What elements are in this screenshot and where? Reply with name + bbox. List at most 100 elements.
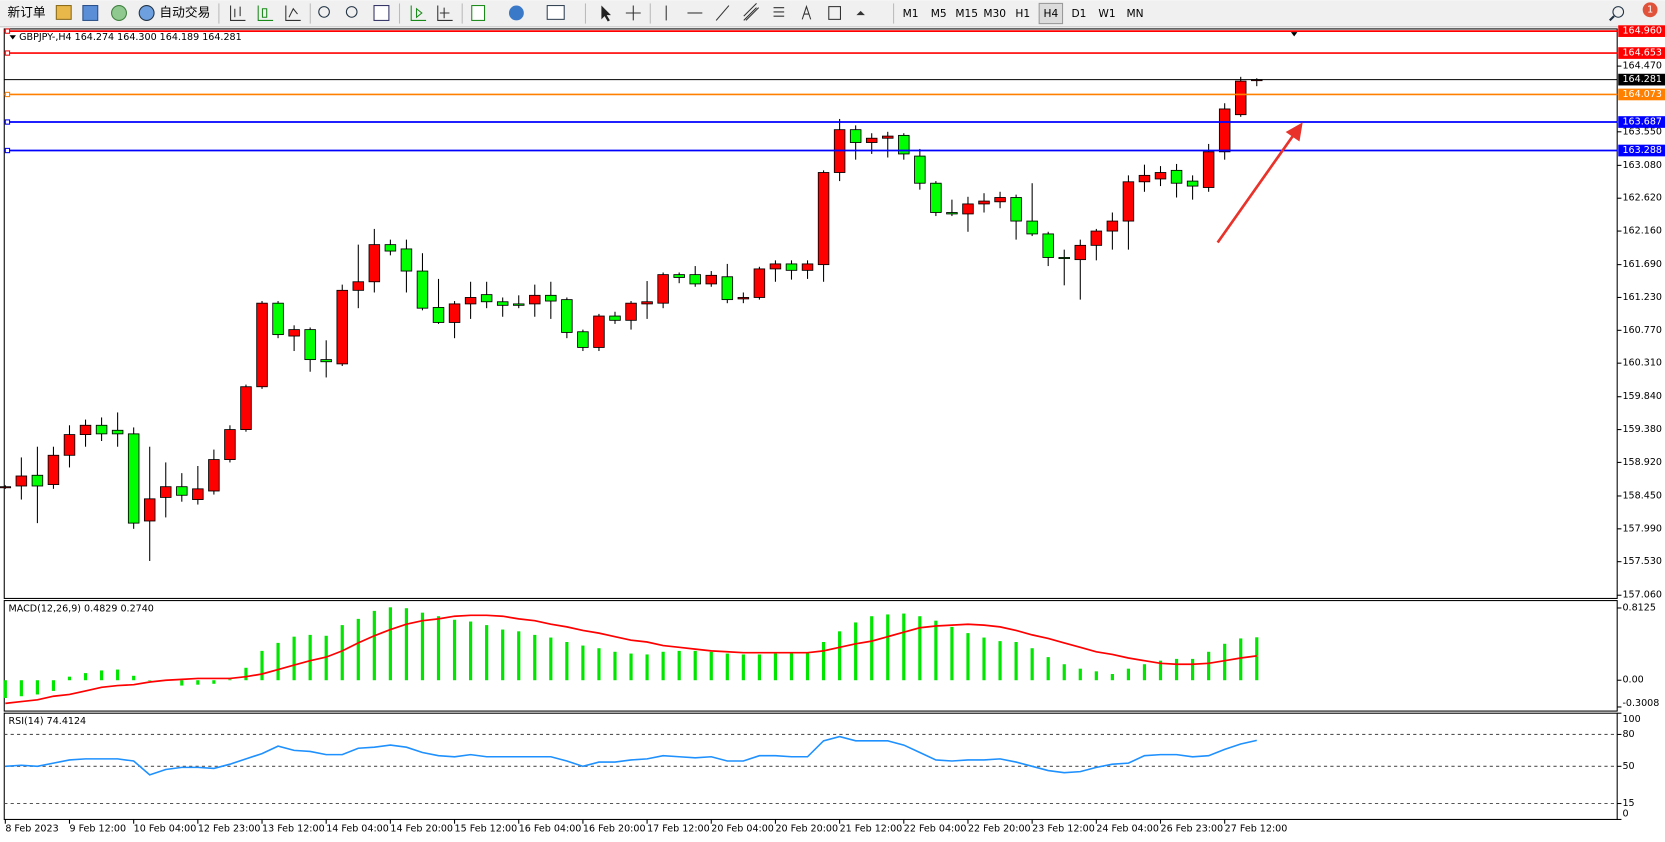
icon[interactable]: [55, 5, 72, 20]
new-order-button[interactable]: 新订单: [7, 4, 45, 20]
icon[interactable]: [345, 6, 358, 18]
macd-bar: [1078, 668, 1082, 681]
candle-body: [882, 135, 894, 139]
icon[interactable]: [715, 5, 730, 21]
last-price-line-label: 164.281: [1622, 74, 1661, 85]
candle-body: [914, 155, 926, 184]
candle-body: [705, 274, 718, 285]
x-tick-label: 8 Feb 2023: [5, 824, 58, 835]
candle-body: [352, 281, 365, 291]
level-line-label: 163.687: [1622, 117, 1661, 128]
macd-bar: [741, 654, 745, 681]
candle-body: [1170, 169, 1183, 184]
macd-bar: [950, 626, 954, 681]
icon[interactable]: [318, 6, 330, 18]
candle-body: [1042, 233, 1054, 258]
icon[interactable]: [82, 5, 99, 21]
candle-body: [1106, 220, 1119, 232]
timeframe-button[interactable]: D1: [1071, 7, 1086, 20]
macd-bar: [581, 645, 585, 681]
icon[interactable]: [743, 3, 760, 21]
timeframe-button[interactable]: W1: [1098, 7, 1115, 20]
icon[interactable]: [546, 5, 565, 20]
icon[interactable]: [856, 10, 865, 16]
candle-body: [1234, 80, 1247, 116]
y-tick-label: 161.230: [1622, 292, 1661, 303]
timeframe-button[interactable]: M15: [955, 7, 978, 20]
macd-bar: [196, 680, 200, 685]
candle-body: [224, 429, 236, 460]
chart-shift-marker: [1290, 32, 1298, 37]
icon[interactable]: [410, 5, 427, 21]
candle-body: [577, 331, 589, 348]
macd-bar: [1062, 664, 1066, 681]
symbol-menu-icon[interactable]: [9, 35, 16, 40]
icon[interactable]: [111, 5, 127, 21]
candle-body: [400, 248, 413, 272]
x-tick-label: 24 Feb 04:00: [1096, 824, 1159, 835]
macd-bar: [244, 667, 248, 681]
macd-bar: [918, 616, 922, 681]
macd-bar: [613, 651, 617, 681]
candle-body: [512, 303, 525, 306]
candle-body: [1186, 180, 1199, 187]
search-icon[interactable]: [1608, 15, 1615, 22]
candle-body: [31, 474, 44, 487]
macd-bar: [452, 619, 457, 681]
macd-bar: [228, 679, 232, 681]
level-handle: [4, 119, 11, 125]
y-tick-label: 160.310: [1622, 358, 1661, 369]
macd-bar: [1158, 660, 1163, 681]
macd-bar: [677, 650, 681, 681]
icon[interactable]: [801, 4, 812, 20]
icon[interactable]: [625, 5, 641, 21]
candle-body: [721, 276, 734, 301]
timeframe-button[interactable]: H1: [1015, 7, 1030, 20]
search-icon[interactable]: [1612, 6, 1625, 18]
macd-bar: [533, 634, 537, 681]
level-line-label: 164.960: [1622, 26, 1661, 37]
icon[interactable]: [828, 6, 842, 20]
candle-body: [304, 329, 316, 361]
candle-body: [336, 289, 348, 365]
y-tick-label: 15: [1622, 798, 1634, 809]
timeframe-button[interactable]: M30: [983, 7, 1006, 20]
macd-bar: [276, 642, 280, 681]
icon[interactable]: [773, 7, 785, 17]
macd-bar: [388, 607, 392, 681]
macd-bar: [148, 680, 152, 681]
icon[interactable]: [285, 5, 301, 21]
candle-body: [1138, 174, 1151, 183]
timeframe-button[interactable]: M5: [931, 7, 947, 20]
candle-body: [785, 263, 798, 271]
auto-trade-button[interactable]: 自动交易: [159, 4, 210, 20]
notification-badge[interactable]: [1642, 2, 1658, 18]
icon[interactable]: [138, 5, 155, 21]
icon[interactable]: [471, 5, 486, 21]
icon[interactable]: [257, 5, 274, 21]
level-handle: [4, 147, 11, 154]
candle-body: [496, 301, 509, 306]
macd-bar: [420, 612, 425, 681]
x-tick-label: 22 Feb 04:00: [904, 824, 967, 835]
macd-bar: [1094, 671, 1098, 681]
macd-bar: [260, 650, 264, 681]
macd-bar: [645, 654, 649, 681]
candle-body: [657, 274, 669, 304]
icon[interactable]: [508, 5, 524, 21]
macd-bar: [661, 651, 665, 681]
macd-title: MACD(12,26,9) 0.4829 0.2740: [9, 604, 154, 615]
timeframe-button[interactable]: H4: [1043, 7, 1058, 20]
timeframe-button[interactable]: M1: [903, 7, 919, 20]
candle-body: [240, 386, 252, 431]
candle-body: [769, 263, 782, 270]
candle-body: [641, 301, 653, 305]
candle-body: [849, 129, 862, 143]
icon[interactable]: [437, 5, 453, 21]
timeframe-button[interactable]: MN: [1126, 7, 1143, 20]
icon[interactable]: [601, 5, 611, 22]
macd-bar: [132, 675, 136, 681]
icon[interactable]: [230, 5, 246, 21]
candle-body: [79, 424, 92, 435]
icon[interactable]: [373, 5, 390, 21]
